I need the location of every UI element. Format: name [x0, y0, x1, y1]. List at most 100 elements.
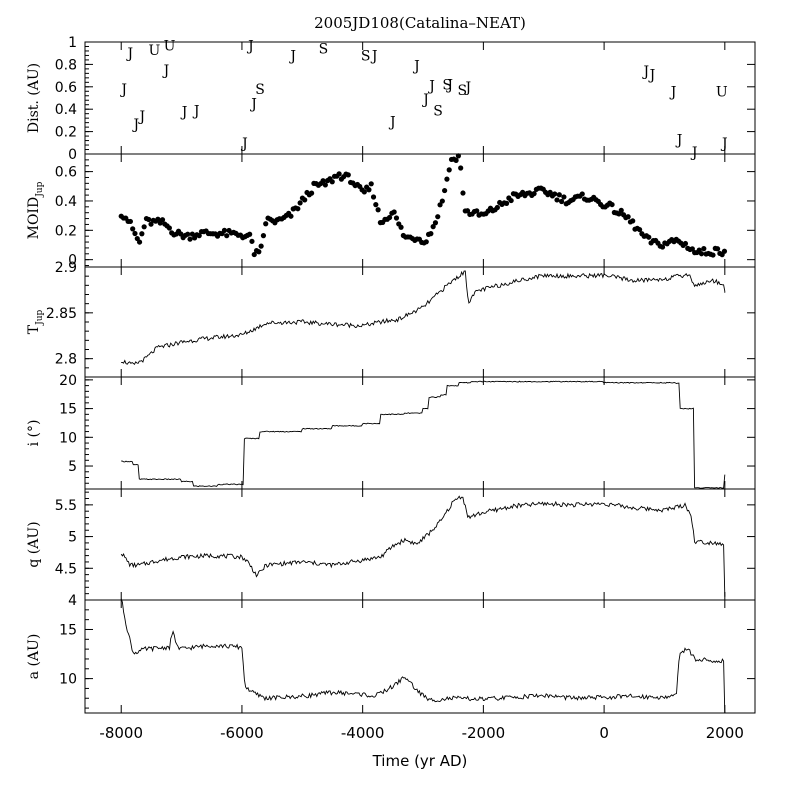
distance-point-S: S: [457, 83, 467, 99]
y-axis-label-text: Dist. (AU): [26, 63, 42, 133]
y-tick-label-dist: 0: [68, 147, 77, 163]
moid-point: [609, 201, 615, 208]
moid-point: [444, 176, 450, 182]
distance-point-J: J: [388, 115, 396, 131]
distance-point-S: S: [433, 103, 443, 119]
moid-point: [345, 172, 351, 178]
moid-point: [320, 178, 326, 184]
x-tick-label: -6000: [220, 724, 264, 742]
moid-point: [368, 181, 374, 187]
y-tick-label-q: 4.5: [55, 561, 77, 577]
moid-point: [646, 234, 652, 240]
moid-point: [159, 217, 166, 223]
moid-point: [370, 194, 377, 200]
moid-point: [455, 153, 461, 159]
x-tick-label: -4000: [341, 724, 385, 742]
moid-point: [508, 197, 514, 204]
moid-point: [391, 209, 397, 215]
distance-point-J: J: [445, 78, 453, 94]
moid-point: [141, 224, 147, 230]
y-axis-label-moid: MOIDJup: [26, 181, 45, 239]
y-axis-label-text: MOID: [26, 197, 42, 240]
moid-point: [361, 189, 367, 195]
x-tick-label: -2000: [462, 724, 506, 742]
distance-point-J: J: [131, 117, 139, 133]
y-tick-label-dist: 0.4: [55, 102, 77, 118]
panel-frame-incl: [84, 376, 756, 490]
series-line-a: [120, 598, 726, 714]
moid-point: [494, 204, 500, 211]
distance-point-J: J: [720, 136, 728, 152]
moid-point: [682, 240, 689, 247]
distance-point-J: J: [138, 109, 146, 125]
distance-point-J: J: [192, 103, 200, 119]
moid-point: [721, 248, 728, 254]
moid-point: [249, 238, 255, 244]
moid-point: [554, 197, 560, 203]
y-tick-label-incl: 15: [59, 402, 77, 418]
moid-point: [308, 190, 315, 196]
moid-point: [435, 214, 441, 220]
moid-point: [136, 239, 143, 245]
panel-frame-dist: [84, 41, 756, 155]
x-axis: -8000 -6000 -4000 -2000 0 2000: [99, 724, 743, 742]
panel-incl: 5 10 15 20 i (°): [26, 373, 756, 490]
moid-point: [398, 224, 404, 230]
moid-point: [148, 221, 154, 227]
y-tick-label-moid: 0.2: [55, 223, 77, 239]
distance-point-J: J: [669, 84, 677, 100]
distance-point-J: J: [675, 132, 683, 148]
y-axis-label-subscript: Jup: [35, 310, 45, 326]
y-axis-label-incl: i (°): [26, 420, 42, 447]
distance-point-J: J: [240, 136, 248, 152]
moid-point: [258, 243, 264, 249]
y-tick-label-dist: 1: [68, 35, 77, 51]
distance-point-J: J: [648, 67, 656, 83]
panel-frame-moid: [84, 153, 756, 268]
moid-point: [146, 216, 152, 223]
moid-point: [295, 206, 301, 212]
moid-point: [189, 231, 195, 237]
moid-point: [531, 191, 537, 197]
y-axis-label-text: a (AU): [26, 634, 42, 680]
x-tick-label: -8000: [99, 724, 143, 742]
distance-point-J: J: [125, 46, 133, 62]
moid-point: [251, 251, 257, 258]
series-line-incl: [121, 380, 726, 489]
distance-point-J: J: [421, 92, 429, 108]
y-tick-label-q: 5.5: [55, 498, 77, 514]
moid-point: [432, 220, 439, 226]
moid-point: [329, 179, 335, 185]
moid-point: [618, 207, 624, 213]
moid-point: [288, 213, 294, 219]
distance-point-J: J: [370, 48, 378, 64]
moid-point: [437, 202, 443, 208]
moid-point: [439, 198, 445, 204]
moid-point: [579, 191, 585, 197]
moid-point: [260, 233, 267, 239]
moid-point: [132, 230, 138, 237]
panel-a: 10 15 a (AU): [26, 598, 756, 714]
moid-point: [196, 233, 202, 239]
moid-point: [453, 157, 459, 163]
moid-point: [221, 227, 228, 233]
y-tick-label-q: 5: [68, 530, 77, 546]
panel-q: 4 4.5 5 5.5 q (AU): [26, 488, 756, 609]
moid-point: [561, 194, 567, 200]
moid-point: [442, 187, 448, 194]
y-tick-label-moid: 0: [68, 253, 77, 269]
moid-point: [297, 200, 303, 206]
y-tick-label-a: 10: [59, 672, 77, 688]
moid-point: [474, 208, 480, 214]
distance-point-U: U: [149, 43, 161, 59]
moid-point: [373, 202, 379, 208]
moid-point: [625, 214, 631, 220]
series-line-q: [120, 495, 726, 597]
distance-point-J: J: [162, 63, 170, 79]
moid-point: [336, 171, 342, 177]
moid-point: [185, 231, 191, 237]
moid-point: [430, 224, 436, 230]
y-tick-label-tjup: 2.8: [55, 352, 77, 368]
moid-point: [689, 246, 695, 252]
